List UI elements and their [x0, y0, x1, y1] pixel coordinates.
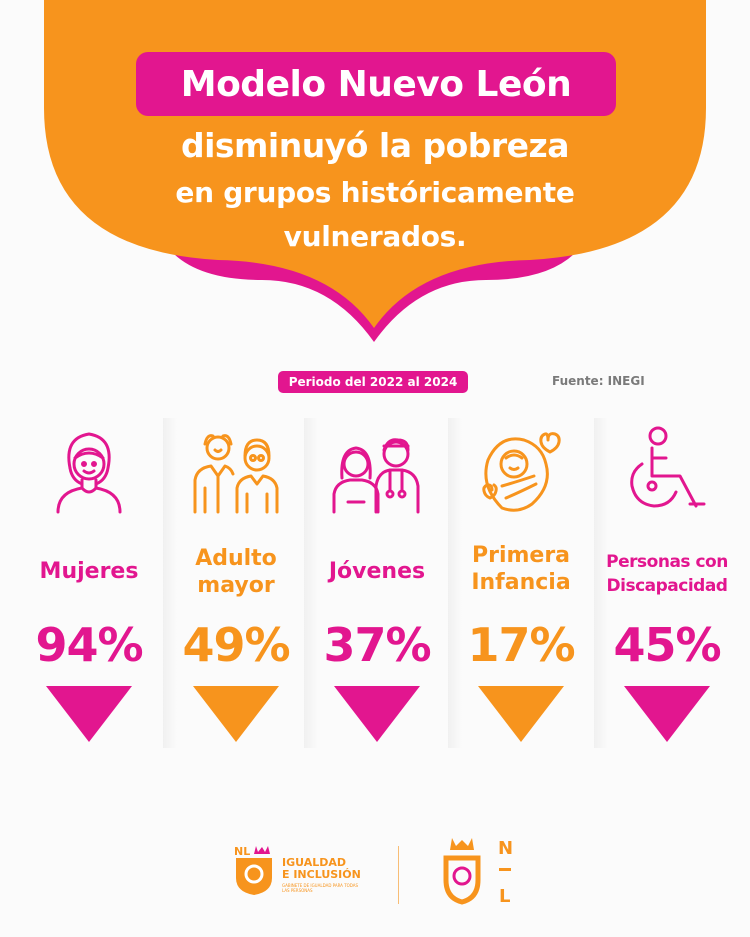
group-label-line-1: Personas con: [606, 552, 728, 572]
page-title: Modelo Nuevo León: [136, 52, 616, 116]
brand-line-1: IGUALDAD: [282, 856, 347, 869]
wheelchair-icon: [630, 426, 706, 508]
down-arrow-icon: [624, 686, 710, 742]
baby-icon: [482, 432, 561, 512]
brand-tagline: GABINETE DE IGUALDAD PARA TODAS LAS PERS…: [282, 883, 359, 893]
period-badge: Periodo del 2022 al 2024: [278, 371, 468, 393]
logo-small-text: NL: [234, 845, 250, 858]
group-value: 37%: [323, 618, 431, 672]
down-arrow-icon: [478, 686, 564, 742]
down-arrow-icon: [334, 686, 420, 742]
subtitle-line-2: en grupos históricamente: [175, 176, 575, 209]
down-arrow-icon: [193, 686, 279, 742]
group-label-line-2: Infancia: [471, 570, 571, 595]
brand-line-2: E INCLUSIÓN: [282, 868, 361, 881]
group-adulto-mayor: Adulto mayor 49%: [163, 418, 309, 748]
group-label-line-2: Discapacidad: [606, 576, 728, 596]
nuevo-leon-logo: N L: [443, 838, 513, 906]
group-label-line-2: mayor: [197, 573, 275, 598]
group-primera-infancia: Primera Infancia 17%: [448, 418, 594, 748]
group-value: 49%: [182, 618, 290, 672]
group-mujeres: Mujeres 94%: [16, 418, 162, 748]
logo-letter-l: L: [499, 886, 510, 906]
group-value: 17%: [467, 618, 575, 672]
source-label: Fuente: INEGI: [552, 374, 645, 388]
subtitle-line-3: vulnerados.: [283, 220, 467, 253]
logo-letter-n: N: [498, 838, 513, 859]
down-arrow-icon: [46, 686, 132, 742]
group-discapacidad: Personas con Discapacidad 45%: [594, 418, 740, 748]
woman-icon: [56, 432, 122, 514]
young-people-icon: [332, 438, 420, 514]
nl-crest-logo: NL: [234, 845, 272, 895]
footer-divider: [398, 846, 399, 904]
subtitle-line-1: disminuyó la pobreza: [180, 126, 570, 165]
group-label-line-1: Adulto: [195, 546, 277, 571]
brand-name: IGUALDAD E INCLUSIÓN: [282, 857, 361, 881]
group-value: 94%: [35, 618, 143, 672]
group-label-line-1: Mujeres: [39, 559, 139, 584]
group-label-line-1: Jóvenes: [328, 559, 426, 584]
group-jovenes: Jóvenes 37%: [304, 418, 450, 748]
group-value: 45%: [613, 618, 721, 672]
elderly-couple-icon: [193, 434, 279, 514]
group-label-line-1: Primera: [471, 543, 571, 568]
